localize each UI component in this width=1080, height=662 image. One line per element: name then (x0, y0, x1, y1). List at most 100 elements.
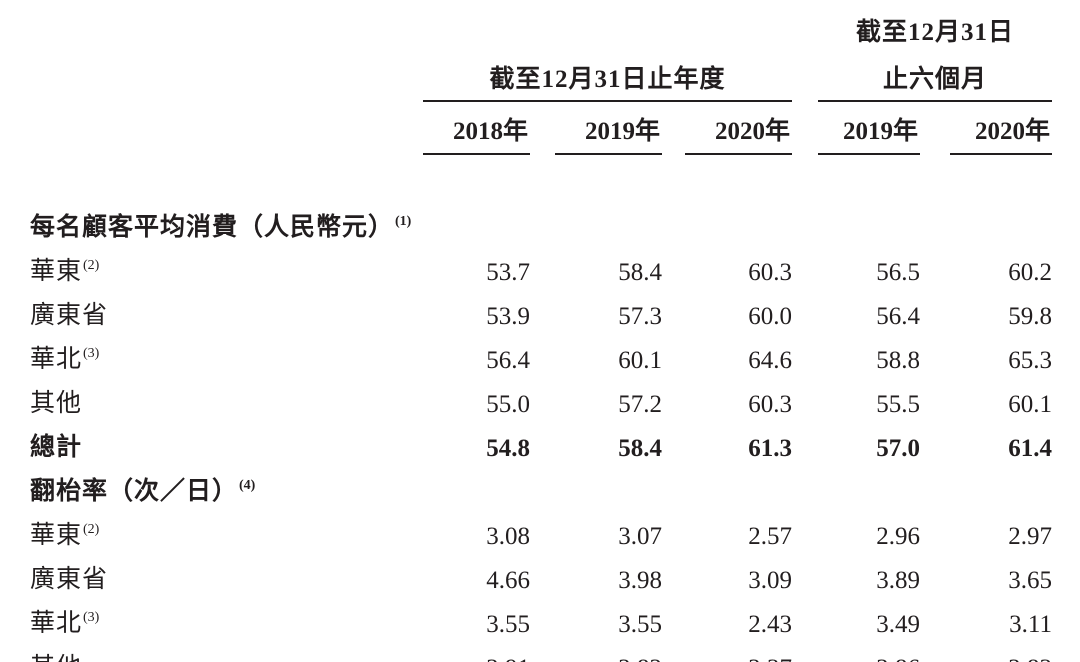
spacer-cell (920, 645, 950, 662)
cell-value (950, 205, 1052, 249)
spacer-cell (662, 101, 685, 154)
spacer-cell (920, 293, 950, 337)
cell-value: 55.5 (876, 391, 920, 418)
spacer-cell (792, 48, 818, 101)
cell-value: 2.82 (555, 645, 662, 662)
year-column-header: 2018年 (423, 101, 530, 155)
spacer-cell (920, 337, 950, 381)
spacer-cell (530, 425, 555, 469)
spacer-cell (530, 645, 555, 662)
row-label: 廣東省 (30, 557, 423, 601)
cell-value: 64.6 (748, 347, 792, 374)
cell-value (423, 205, 530, 249)
cell-value: 3.98 (618, 567, 662, 594)
year-column-header: 2020年 (685, 101, 792, 155)
header-body-gap (30, 154, 1052, 205)
cell-value: 59.8 (1008, 303, 1052, 330)
cell-value: 56.5 (876, 259, 920, 286)
period-group2-title-line1: 截至12月31日 (855, 19, 1014, 46)
spacer-cell (662, 381, 685, 425)
row-label-text: 華北 (30, 346, 83, 373)
spacer-cell (920, 249, 950, 293)
table-row: 其他 2.91 2.82 2.37 2.86 2.83 (30, 645, 1052, 662)
spacer-cell (920, 205, 950, 249)
spacer-cell (920, 425, 950, 469)
cell-value: 58.4 (618, 435, 662, 462)
cell-value: 55.0 (486, 391, 530, 418)
table-row: 華北(3) 3.55 3.55 2.43 3.49 3.11 (30, 601, 1052, 645)
cell-value (818, 469, 920, 513)
spacer-cell (30, 48, 423, 101)
row-label-text: 總計 (30, 434, 83, 461)
footnote-marker: (3) (83, 346, 100, 361)
cell-value: 57.3 (618, 303, 662, 330)
spacer-cell (920, 381, 950, 425)
cell-value: 3.65 (1008, 567, 1052, 594)
cell-value: 3.55 (486, 611, 530, 638)
cell-value: 3.55 (618, 611, 662, 638)
spacer-cell (792, 249, 818, 293)
row-label: 廣東省 (30, 293, 423, 337)
cell-value (685, 205, 792, 249)
spacer-cell (662, 249, 685, 293)
row-label-text: 華北 (30, 610, 83, 637)
spacer-cell (792, 101, 818, 154)
spacer-cell (530, 205, 555, 249)
cell-value: 57.0 (876, 435, 920, 462)
total-row: 總計 54.8 58.4 61.3 57.0 61.4 (30, 425, 1052, 469)
spacer-cell (662, 205, 685, 249)
spacer-cell (920, 557, 950, 601)
cell-value: 61.4 (1008, 435, 1052, 462)
cell-value (555, 205, 662, 249)
year-column-header: 2020年 (950, 101, 1052, 155)
cell-value: 53.7 (486, 259, 530, 286)
cell-value: 65.3 (1008, 347, 1052, 374)
cell-value: 2.91 (423, 645, 530, 662)
row-label: 每名顧客平均消費（人民幣元）(1) (30, 205, 423, 249)
spacer-cell (792, 513, 818, 557)
cell-value: 2.43 (748, 611, 792, 638)
cell-value: 3.49 (876, 611, 920, 638)
header-row-group2-line1: 截至12月31日 (30, 10, 1052, 48)
cell-value: 2.37 (685, 645, 792, 662)
spacer-cell (30, 10, 423, 48)
header-row-years: 2018年 2019年 2020年 2019年 2020年 (30, 101, 1052, 155)
row-label: 華北(3) (30, 337, 423, 381)
spacer-cell (530, 469, 555, 513)
spacer-cell (662, 557, 685, 601)
spacer-cell (792, 381, 818, 425)
spacer-cell (662, 337, 685, 381)
period-group2-title-line2: 止六個月 (818, 48, 1052, 102)
cell-value (818, 205, 920, 249)
spacer-cell (530, 513, 555, 557)
cell-value (555, 469, 662, 513)
cell-value: 58.8 (876, 347, 920, 374)
spacer-cell (792, 425, 818, 469)
row-label: 翻枱率（次／日）(4) (30, 469, 423, 513)
cell-value: 60.1 (618, 347, 662, 374)
spacer-cell (792, 205, 818, 249)
cell-value: 56.4 (876, 303, 920, 330)
cell-value: 2.96 (876, 523, 920, 550)
row-label-text: 廣東省 (30, 302, 109, 329)
cell-value: 60.2 (1008, 259, 1052, 286)
footnote-marker: (4) (239, 478, 256, 493)
spacer-cell (530, 293, 555, 337)
year-column-header: 2019年 (818, 101, 920, 155)
row-label-text: 華東 (30, 258, 83, 285)
year-column-header: 2019年 (555, 101, 662, 155)
cell-value: 60.3 (748, 391, 792, 418)
row-label: 總計 (30, 425, 423, 469)
cell-value: 54.8 (486, 435, 530, 462)
spacer-cell (920, 513, 950, 557)
row-label-text: 廣東省 (30, 566, 109, 593)
header-row-group-titles: 截至12月31日止年度 止六個月 (30, 48, 1052, 102)
spacer-cell (662, 513, 685, 557)
footnote-marker: (2) (83, 258, 100, 273)
spacer-cell (530, 249, 555, 293)
spacer-cell (792, 645, 818, 662)
table-row: 華北(3) 56.4 60.1 64.6 58.8 65.3 (30, 337, 1052, 381)
cell-value (685, 469, 792, 513)
cell-value: 60.0 (748, 303, 792, 330)
